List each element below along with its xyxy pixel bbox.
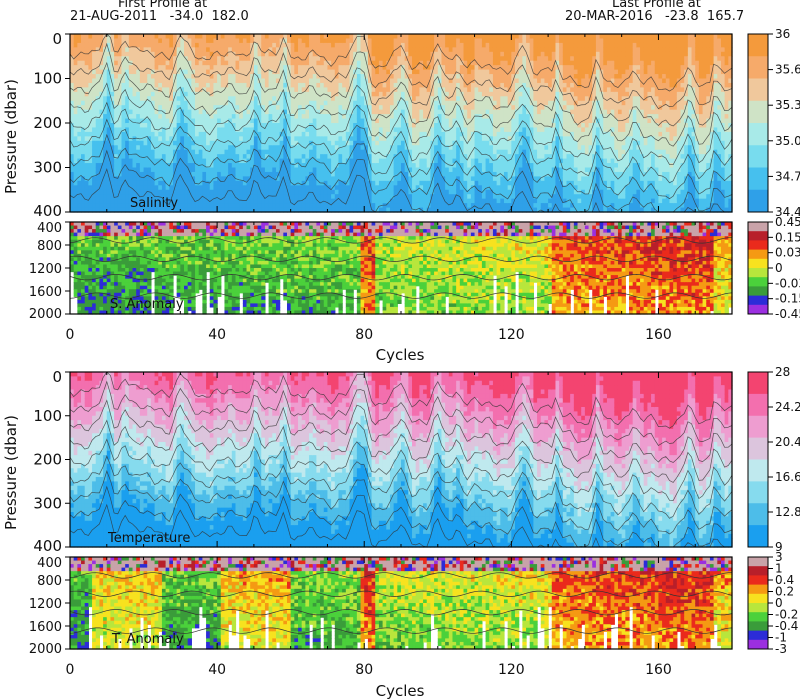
y-tick-label: 1200 <box>29 262 62 277</box>
y-tick-label: 1600 <box>29 620 62 635</box>
colorbar-tick-label: 0 <box>775 261 783 275</box>
x-tick-label: 0 <box>66 327 75 343</box>
colorbar-tick-label: -1 <box>775 631 787 645</box>
first-profile-label: First Profile at <box>118 0 207 11</box>
colorbar-tick-label: 0.15 <box>775 230 800 244</box>
colorbar-tick-label: 28 <box>775 365 790 379</box>
x-tick-label: 80 <box>355 327 373 343</box>
temperature-y-axis: 0 100 200 300 400 <box>33 368 70 555</box>
colorbar-tick-label: -0.03 <box>775 276 800 290</box>
temperature-title: Temperature <box>107 531 190 546</box>
colorbar-tick-label: 16.6 <box>775 470 800 484</box>
colorbar-tick-label: 0 <box>775 596 783 610</box>
last-profile-label: Last Profile at <box>612 0 701 11</box>
y-tick-label: 400 <box>33 202 62 220</box>
temperature-x-axis <box>69 372 733 547</box>
s-anomaly-heatmap <box>69 222 733 315</box>
temperature-colorbar: 28 24.2 20.4 16.6 12.8 9 <box>747 365 800 554</box>
temperature-heatmap <box>69 371 733 548</box>
y-tick-label: 100 <box>33 70 62 88</box>
colorbar-tick-label: 35.36 <box>775 98 800 112</box>
t-anomaly-title: T. Anomaly <box>111 632 184 647</box>
salinity-heatmap <box>69 33 733 213</box>
colorbar-tick-label: 3 <box>775 550 783 564</box>
y-tick-label: 2000 <box>29 307 62 322</box>
x-tick-label: 40 <box>208 327 226 343</box>
y-tick-label: 800 <box>37 574 62 589</box>
t-anomaly-y-axis: 400 800 1200 1600 2000 <box>29 556 70 657</box>
s-anomaly-x-axis: 0 40 80 120 160 <box>66 222 733 343</box>
colorbar-tick-label: 0.4 <box>775 573 794 587</box>
s-anomaly-title: S. Anomaly <box>110 297 184 312</box>
colorbar-tick-label: 0.03 <box>775 246 800 260</box>
colorbar-tick-label: 12.8 <box>775 505 800 519</box>
colorbar-tick-label: -3 <box>775 642 787 656</box>
colorbar-tick-label: 35.68 <box>775 63 800 77</box>
x-tick-label: 0 <box>66 662 75 678</box>
colorbar-tick-label: 34.72 <box>775 169 800 183</box>
colorbar-tick-label: 24.2 <box>775 400 800 414</box>
x-tick-label: 120 <box>498 662 525 678</box>
t-anomaly-colorbar: 310.40.20-0.2-0.4-1-3 <box>747 550 798 656</box>
s-anomaly-colorbar: 0.450.15 0.030-0.03 -0.15-0.45 <box>747 215 800 321</box>
y-tick-label: 300 <box>33 159 62 177</box>
y-tick-label: 800 <box>37 239 62 254</box>
y-tick-label: 400 <box>37 556 62 571</box>
colorbar-tick-label: 34.4 <box>775 205 800 219</box>
y-tick-label: 200 <box>33 451 62 469</box>
s-anomaly-y-axis: 400 800 1200 1600 2000 <box>29 221 70 322</box>
x-tick-label: 120 <box>498 327 525 343</box>
salinity-title: Salinity <box>130 196 178 211</box>
x-tick-label: 160 <box>645 662 672 678</box>
x-tick-label: 40 <box>208 662 226 678</box>
y-tick-label: 2000 <box>29 642 62 657</box>
colorbar-tick-label: 9 <box>775 540 783 554</box>
colorbar-tick-label: 0.45 <box>775 215 800 229</box>
t-anomaly-xlabel: Cycles <box>376 682 425 700</box>
salinity-colorbar: 36 35.68 35.36 35.04 34.72 34.4 <box>747 27 800 219</box>
colorbar-tick-label: -0.4 <box>775 619 798 633</box>
colorbar-tick-label: -0.2 <box>775 608 798 622</box>
y-tick-label: 200 <box>33 114 62 132</box>
x-tick-label: 80 <box>355 662 373 678</box>
colorbar-tick-label: -0.15 <box>775 292 800 306</box>
y-tick-label: 300 <box>33 494 62 512</box>
last-profile-info: 20-MAR-2016 -23.8 165.7 <box>565 10 744 24</box>
x-tick-label: 160 <box>645 327 672 343</box>
t-anomaly-x-axis: 0 40 80 120 160 <box>66 557 733 678</box>
y-tick-label: 0 <box>52 368 62 386</box>
colorbar-tick-label: 0.2 <box>775 585 794 599</box>
y-tick-label: 1200 <box>29 597 62 612</box>
salinity-x-axis <box>69 34 733 212</box>
salinity-ylabel: Pressure (dbar) <box>2 79 20 194</box>
colorbar-tick-label: 35.04 <box>775 134 800 148</box>
y-tick-label: 400 <box>37 221 62 236</box>
y-tick-label: 100 <box>33 407 62 425</box>
y-tick-label: 400 <box>33 537 62 555</box>
colorbar-tick-label: -0.45 <box>775 307 800 321</box>
t-anomaly-heatmap <box>69 557 733 650</box>
colorbar-tick-label: 1 <box>775 562 783 576</box>
y-tick-label: 1600 <box>29 285 62 300</box>
y-tick-label: 0 <box>52 30 62 48</box>
s-anomaly-xlabel: Cycles <box>376 346 425 364</box>
temperature-ylabel: Pressure (dbar) <box>2 415 20 530</box>
colorbar-tick-label: 36 <box>775 27 790 41</box>
first-profile-info: 21-AUG-2011 -34.0 182.0 <box>70 10 249 24</box>
salinity-y-axis: 0 100 200 300 400 <box>33 30 70 220</box>
colorbar-tick-label: 20.4 <box>775 435 800 449</box>
